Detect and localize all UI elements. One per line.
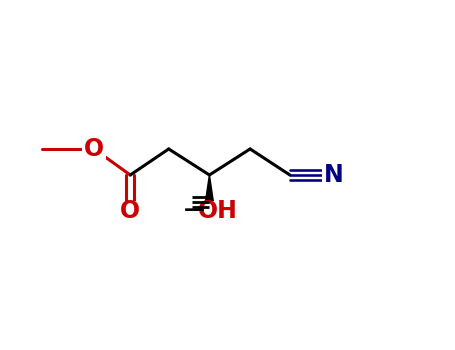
Text: O: O xyxy=(120,199,140,223)
Text: N: N xyxy=(324,163,344,187)
Text: —: — xyxy=(184,200,205,220)
FancyBboxPatch shape xyxy=(196,201,239,222)
FancyBboxPatch shape xyxy=(82,139,106,159)
Polygon shape xyxy=(204,175,215,211)
FancyBboxPatch shape xyxy=(322,164,345,186)
Text: OH: OH xyxy=(197,199,238,223)
FancyBboxPatch shape xyxy=(118,201,142,222)
Text: O: O xyxy=(84,137,104,161)
